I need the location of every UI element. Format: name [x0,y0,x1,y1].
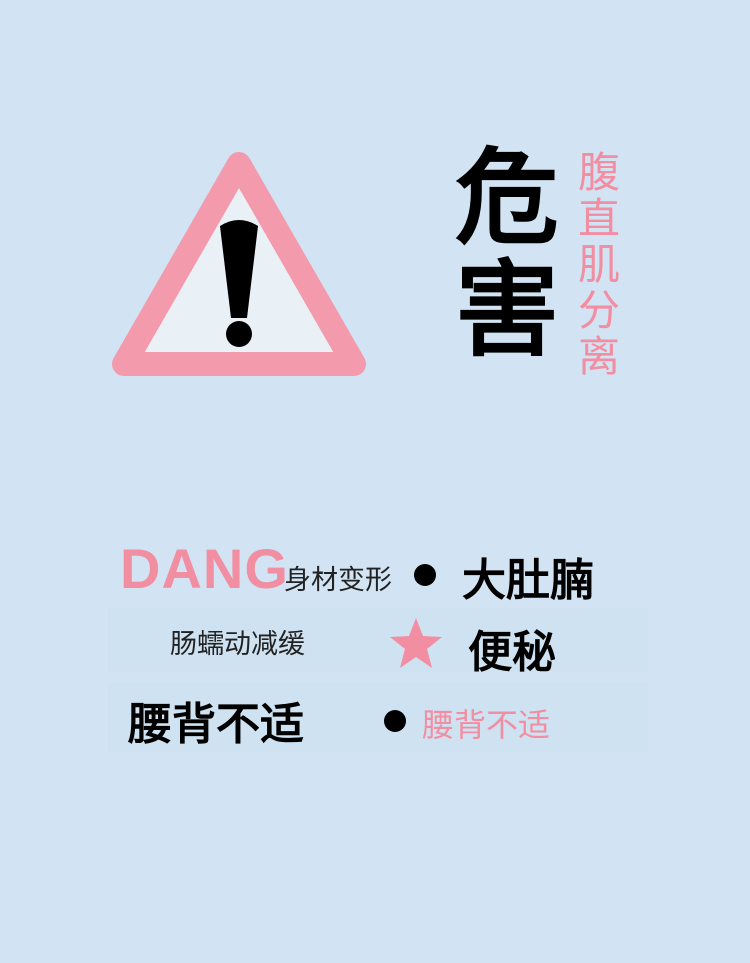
dang-label: DANG [120,537,289,600]
subtitle: 腹 直 肌 分 离 [576,150,622,380]
title-char: 危 [454,137,559,259]
row3-label: 腰背不适 [422,706,551,744]
star-icon [390,618,442,668]
subtitle-char: 分 [577,286,620,335]
subtitle-char: 离 [577,332,620,381]
warning-triangle-icon [112,152,366,376]
title-char: 害 [454,249,559,371]
row-band [108,682,648,752]
row3-emphasis: 腰背不适 [128,699,304,750]
row1-label: 身材变形 [284,565,392,596]
row2-label: 肠蠕动减缓 [170,629,305,660]
bullet-dot-icon [414,564,436,586]
row-band [108,608,648,672]
subtitle-char: 直 [577,194,620,243]
row1-emphasis: 大肚腩 [462,555,594,606]
bullet-dot-icon [384,710,406,732]
subtitle-char: 腹 [577,148,620,197]
row2-emphasis: 便秘 [468,627,556,678]
subtitle-char: 肌 [577,240,620,289]
page-title: 危 害 [452,142,562,366]
